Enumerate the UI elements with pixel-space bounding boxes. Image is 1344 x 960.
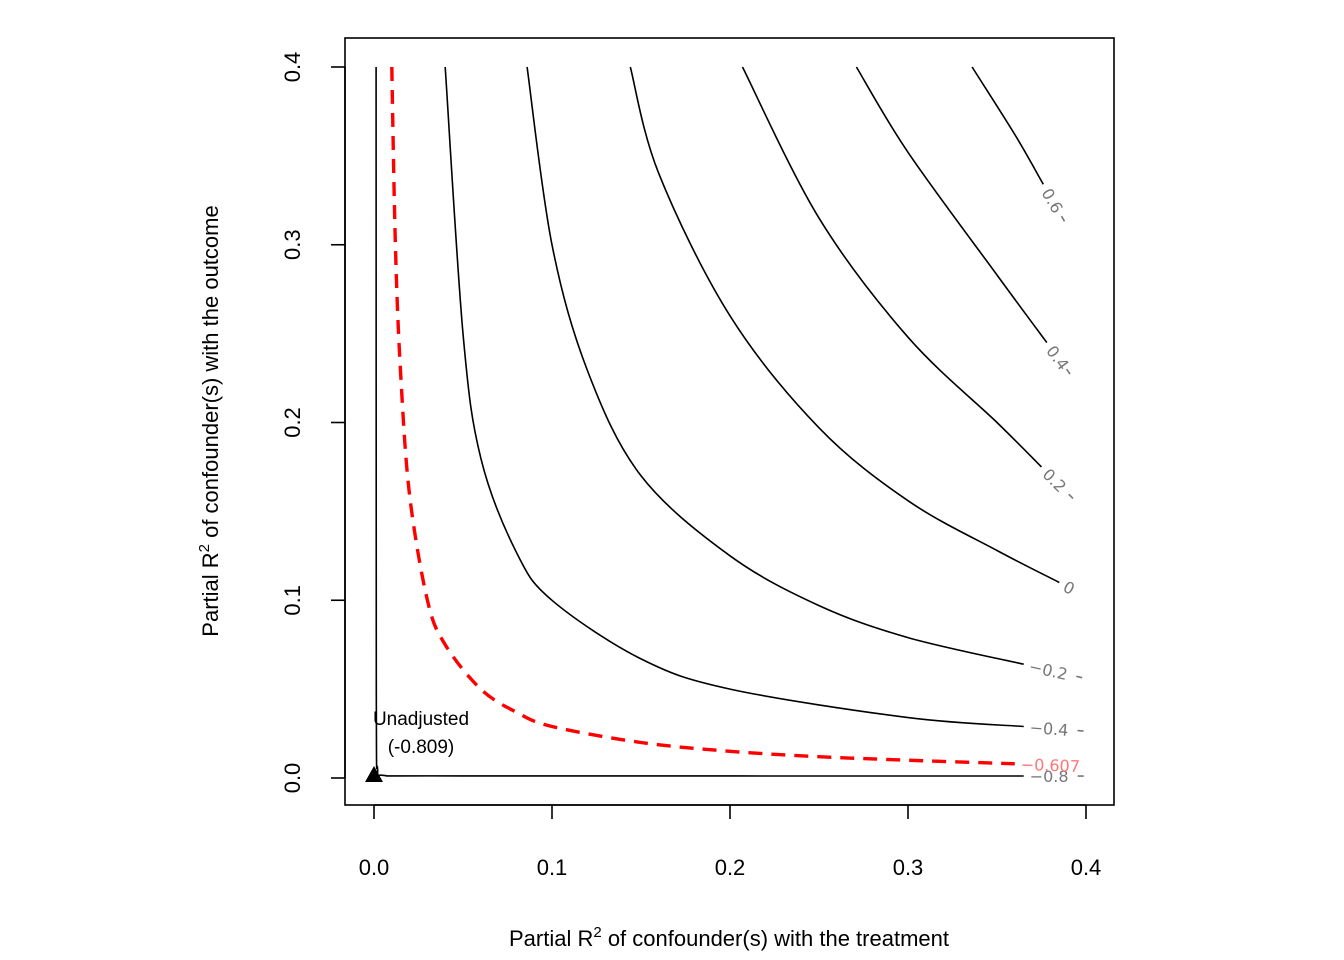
y-tick-label: 0.1 bbox=[280, 585, 305, 616]
y-axis: 0.0 0.1 0.2 0.3 0.4 bbox=[280, 52, 346, 794]
x-axis: 0.0 0.1 0.2 0.3 0.4 bbox=[359, 804, 1102, 880]
unadjusted-marker bbox=[365, 766, 383, 782]
contour-0-2-label-tail bbox=[1068, 493, 1074, 499]
y-tick-label: 0.4 bbox=[280, 52, 305, 83]
contour-0-4-label-tail bbox=[1065, 368, 1071, 375]
contour-0-4-label: −0.4 bbox=[1029, 718, 1069, 740]
threshold-curve-label: −0.607 bbox=[1020, 755, 1080, 776]
y-axis-title: Partial R2 of confounder(s) with the out… bbox=[196, 205, 223, 636]
contour-0-2-label-tail bbox=[1076, 675, 1083, 679]
threshold-curve bbox=[390, 66, 1015, 766]
x-tick-label: 0.0 bbox=[359, 855, 390, 880]
x-tick-label: 0.3 bbox=[893, 855, 924, 880]
contour-0-6-label-tail bbox=[1060, 215, 1066, 222]
contour-0-8-label: −0.8 bbox=[1030, 767, 1069, 786]
contour-labels: −0.8 −0.4 −0.2 0 0.2 0.4 0.6 −0.607 bbox=[1020, 185, 1084, 786]
x-tick-label: 0.4 bbox=[1071, 855, 1102, 880]
contour-0-2-label: 0.2 bbox=[1039, 465, 1070, 496]
y-tick-label: 0.2 bbox=[280, 407, 305, 438]
contour-0-2 bbox=[526, 66, 1024, 665]
x-tick-label: 0.2 bbox=[715, 855, 746, 880]
y-tick-label: 0.0 bbox=[280, 763, 305, 794]
contour-0-label: 0 bbox=[1060, 577, 1078, 599]
contour-0-4 bbox=[855, 66, 1048, 343]
contour-0-2 bbox=[741, 66, 1043, 468]
plot-frame bbox=[344, 37, 1115, 806]
unadjusted-label: Unadjusted bbox=[373, 709, 469, 730]
contour-0-4 bbox=[444, 66, 1024, 728]
contour-0-6 bbox=[971, 66, 1044, 185]
contour-0-6-label: 0.6 bbox=[1038, 185, 1067, 217]
contour-0 bbox=[629, 66, 1060, 584]
x-tick-label: 0.1 bbox=[537, 855, 568, 880]
unadjusted-value: (-0.809) bbox=[388, 737, 455, 758]
x-axis-title: Partial R2 of confounder(s) with the tre… bbox=[509, 924, 949, 951]
contour-0-2-label: −0.2 bbox=[1027, 657, 1069, 684]
contour-0-4-label: 0.4 bbox=[1042, 342, 1072, 374]
contour-lines bbox=[374, 66, 1060, 778]
y-tick-label: 0.3 bbox=[280, 229, 305, 260]
